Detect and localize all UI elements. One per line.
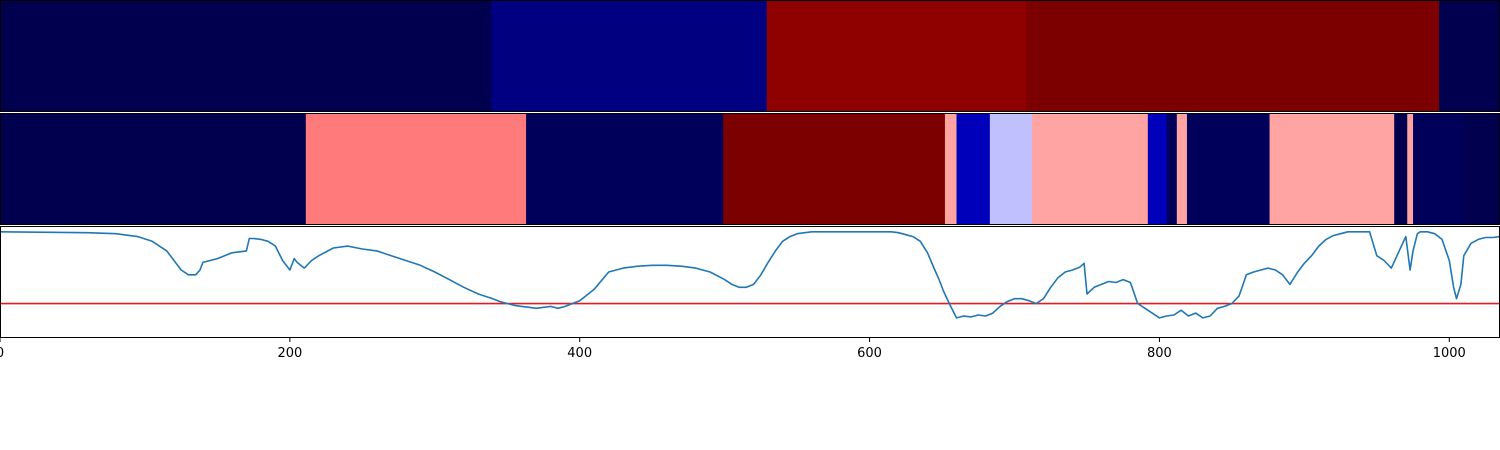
segment-row-2-block-17 xyxy=(1463,113,1500,225)
line-plot xyxy=(0,226,1500,338)
segment-row-2-block-7 xyxy=(989,113,1033,225)
segment-row-2-block-15 xyxy=(1407,113,1414,225)
segment-row-1-block-2 xyxy=(491,0,768,112)
segment-row-1-block-4 xyxy=(1026,0,1440,112)
segment-row-1-block-3 xyxy=(766,0,1027,112)
x-tick-label-2: 200 xyxy=(277,346,302,361)
x-tick-label-1: 0 xyxy=(0,346,4,361)
segment-row-2-block-13 xyxy=(1269,113,1395,225)
x-axis: 0 200 400 600 800 1000 xyxy=(0,338,1466,361)
x-tick-label-4: 600 xyxy=(857,346,882,361)
x-tick-label-6: 1000 xyxy=(1433,346,1466,361)
segment-row-2-block-16 xyxy=(1413,113,1465,225)
segment-row-2-block-4 xyxy=(723,113,946,225)
segment-row-2-block-10 xyxy=(1166,113,1178,225)
line-plot-background xyxy=(0,226,1500,338)
segment-row-2-block-8 xyxy=(1031,113,1149,225)
segment-row-1 xyxy=(0,0,1500,112)
segment-row-2-block-1 xyxy=(0,113,307,225)
segment-row-2-block-11 xyxy=(1176,113,1188,225)
x-tick-label-3: 400 xyxy=(567,346,592,361)
segment-row-2-block-3 xyxy=(526,113,724,225)
x-tick-label-5: 800 xyxy=(1147,346,1172,361)
segment-row-2-block-2 xyxy=(305,113,527,225)
segment-row-1-block-1 xyxy=(0,0,492,112)
series-line xyxy=(0,231,1500,319)
segment-row-1-block-5 xyxy=(1439,0,1500,112)
segment-row-2 xyxy=(0,113,1500,225)
segment-row-2-block-6 xyxy=(956,113,991,225)
segment-row-2-block-14 xyxy=(1394,113,1408,225)
segment-row-2-block-5 xyxy=(944,113,958,225)
segment-row-2-block-9 xyxy=(1147,113,1168,225)
segment-row-2-block-12 xyxy=(1186,113,1271,225)
